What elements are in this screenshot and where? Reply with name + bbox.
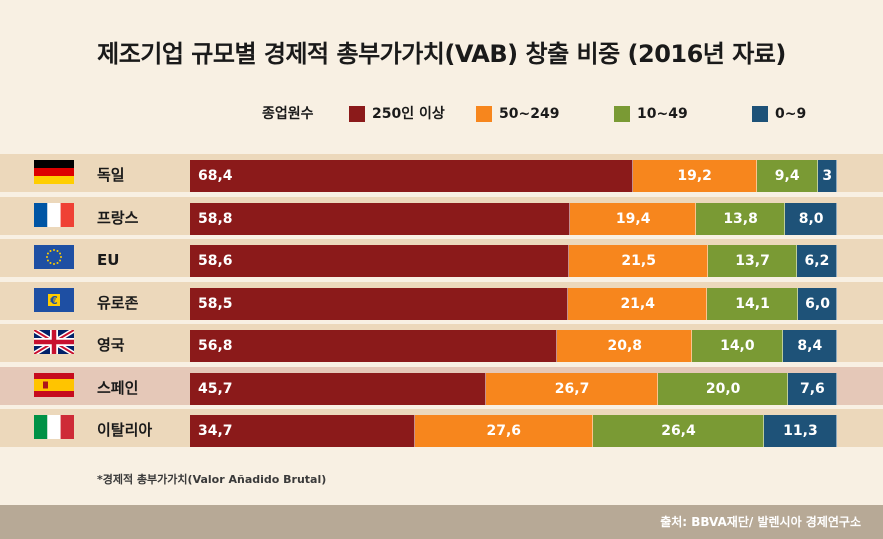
data-label: 8,0 (798, 210, 824, 227)
bar-0-9 (782, 330, 837, 362)
germany-flag-icon (34, 160, 74, 184)
bar-0-9 (787, 372, 837, 405)
data-label: 11,3 (783, 423, 818, 439)
bar-10-49 (593, 415, 764, 447)
legend-label-50-249: 50~249 (499, 106, 560, 122)
data-label: 21,5 (621, 253, 656, 269)
category-label: 이탈리아 (97, 421, 153, 439)
bar-250-plus (190, 415, 415, 447)
category-label: 유로존 (97, 293, 139, 312)
bar-250-plus (190, 330, 558, 362)
data-label: 3 (822, 168, 833, 184)
bar-row: EU 58,6 21,5 13,7 6,2 (0, 239, 883, 277)
legend-label-10-49: 10~49 (637, 106, 688, 122)
legend-swatch-50-249 (476, 106, 492, 122)
uk-flag-icon (34, 330, 74, 354)
eurozone-flag-icon: € (34, 287, 74, 312)
bar-50-249 (569, 245, 709, 277)
bar-0-9 (763, 415, 837, 447)
data-label: 19,4 (615, 210, 651, 227)
bar-50-249 (414, 415, 594, 447)
data-label: 6,2 (804, 253, 830, 269)
france-flag-icon (34, 202, 74, 227)
category-label: 영국 (97, 336, 125, 354)
bar-row: 프랑스 58,8 19,4 13,8 8,0 (0, 196, 883, 235)
data-label: 26,4 (661, 423, 696, 439)
legend-swatch-0-9 (752, 106, 768, 122)
bar-0-9 (798, 287, 837, 320)
data-label: 13,7 (735, 253, 770, 269)
legend-swatch-250-plus (349, 106, 365, 122)
source-credit: 출처: BBVA재단/ 발렌시아 경제연구소 (660, 515, 861, 529)
bar-250-plus (190, 160, 633, 192)
data-label: 9,4 (774, 168, 800, 184)
legend-label-250-plus: 250인 이상 (372, 106, 445, 122)
bar-10-49 (756, 160, 818, 192)
footer-bar: 출처: BBVA재단/ 발렌시아 경제연구소 (0, 505, 883, 539)
footnote: *경제적 총부가가치(Valor Añadido Brutal) (97, 473, 327, 486)
bar-row: 독일 68,4 19,2 9,4 3 (0, 154, 883, 192)
legend-title: 종업원수 (262, 106, 314, 122)
category-label: EU (97, 251, 120, 269)
category-label: 프랑스 (97, 208, 139, 227)
bar-row: 스페인 45,7 26,7 20,0 7,6 (0, 366, 883, 405)
data-label: 26,7 (554, 380, 590, 397)
data-label: 27,6 (486, 423, 522, 439)
bar-10-49 (708, 245, 797, 277)
bar-10-49 (692, 330, 783, 362)
category-label: 스페인 (97, 378, 139, 397)
category-label: 독일 (97, 166, 125, 184)
data-label: 58,5 (198, 295, 233, 312)
bar-10-49 (706, 287, 799, 320)
bar-250-plus (190, 372, 486, 405)
bar-50-249 (570, 202, 696, 235)
chart-title: 제조기업 규모별 경제적 총부가가치(VAB) 창출 비중 (2016년 자료) (97, 40, 786, 68)
data-label: 56,8 (198, 338, 233, 354)
data-label: 19,2 (677, 168, 712, 184)
bar-row: € 유로존 58,5 21,4 14,1 6,0 (0, 281, 883, 320)
bar-10-49 (658, 372, 788, 405)
data-label: 6,0 (805, 295, 830, 312)
data-label: 34,7 (198, 423, 233, 439)
bar-50-249 (568, 287, 707, 320)
legend-swatch-10-49 (614, 106, 630, 122)
data-label: 45,7 (198, 380, 233, 397)
data-label: 13,8 (723, 210, 758, 227)
legend: 종업원수 250인 이상 50~249 10~49 0~9 (0, 104, 883, 124)
bar-50-249 (557, 330, 693, 362)
bar-50-249 (632, 160, 757, 192)
bar-row: 영국 56,8 20,8 14,0 8,4 (0, 324, 883, 362)
data-label: 20,8 (607, 338, 643, 354)
bar-250-plus (190, 287, 569, 320)
data-label: 58,6 (198, 253, 233, 269)
svg-text:€: € (49, 294, 58, 307)
spain-flag-icon (34, 372, 74, 397)
bar-0-9 (817, 160, 837, 192)
legend-label-0-9: 0~9 (775, 106, 807, 122)
bar-10-49 (695, 202, 786, 235)
bar-50-249 (485, 372, 659, 405)
eu-flag-icon (34, 245, 74, 269)
data-label: 20,0 (705, 380, 741, 397)
data-label: 14,1 (735, 295, 770, 312)
bar-row: 이탈리아 34,7 27,6 26,4 11,3 (0, 409, 883, 447)
bar-250-plus (190, 245, 570, 277)
data-label: 7,6 (799, 380, 825, 397)
data-label: 21,4 (620, 295, 655, 312)
bar-0-9 (796, 245, 837, 277)
data-label: 58,8 (198, 210, 233, 227)
bar-0-9 (785, 202, 837, 235)
bar-250-plus (190, 202, 571, 235)
data-label: 68,4 (198, 168, 233, 184)
data-label: 14,0 (720, 338, 755, 354)
italy-flag-icon (34, 415, 74, 439)
data-label: 8,4 (797, 338, 823, 354)
